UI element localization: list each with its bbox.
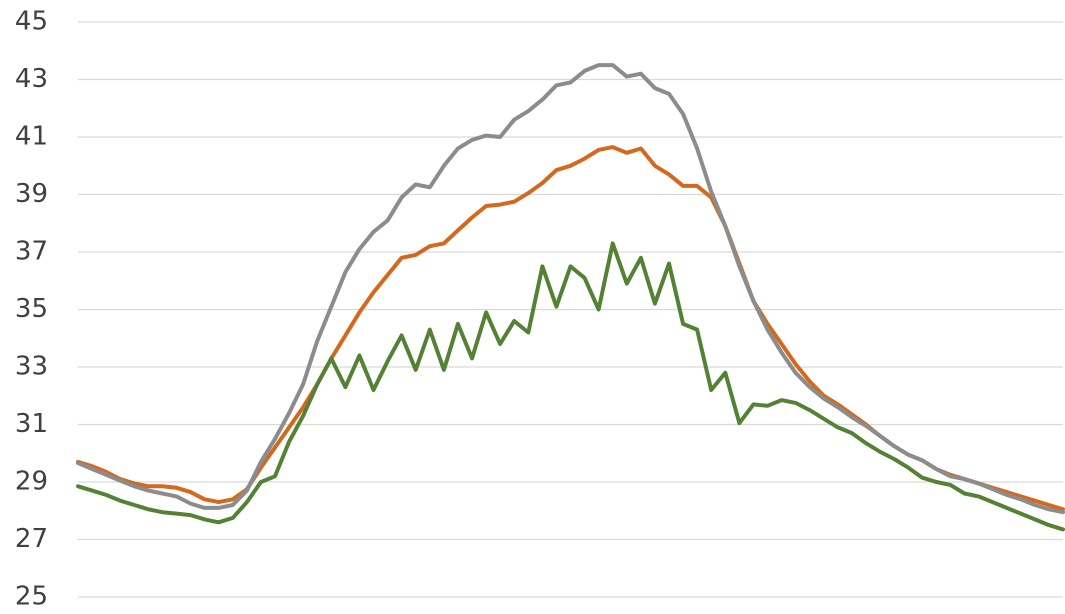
y-tick-label: 37 <box>15 237 48 267</box>
y-tick-label: 33 <box>15 352 48 382</box>
y-tick-label: 43 <box>15 64 48 94</box>
y-tick-label: 25 <box>15 582 48 612</box>
y-tick-label: 35 <box>15 294 48 324</box>
series-line <box>76 63 1065 515</box>
y-tick-label: 45 <box>15 7 48 37</box>
y-tick-label: 31 <box>15 409 48 439</box>
series-line <box>76 241 1065 532</box>
y-tick-label: 29 <box>15 467 48 497</box>
y-tick-label: 41 <box>15 122 48 152</box>
y-tick-label: 39 <box>15 179 48 209</box>
y-tick-label: 27 <box>15 524 48 554</box>
series-line <box>76 145 1065 512</box>
